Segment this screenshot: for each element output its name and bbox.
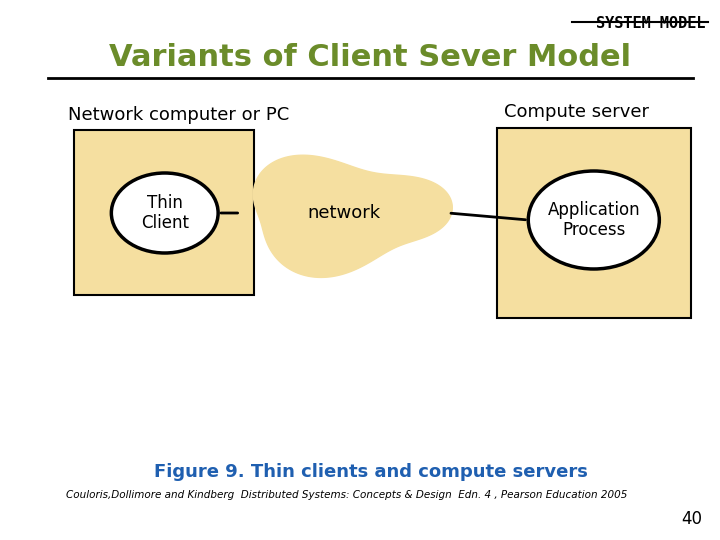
Text: network: network: [307, 204, 381, 222]
Text: Couloris,Dollimore and Kindberg  Distributed Systems: Concepts & Design  Edn. 4 : Couloris,Dollimore and Kindberg Distribu…: [66, 490, 627, 500]
Ellipse shape: [112, 173, 218, 253]
Text: SYSTEM MODEL: SYSTEM MODEL: [596, 16, 706, 31]
FancyBboxPatch shape: [497, 128, 691, 318]
Text: Figure 9. Thin clients and compute servers: Figure 9. Thin clients and compute serve…: [153, 463, 588, 481]
Polygon shape: [253, 155, 452, 278]
Ellipse shape: [528, 171, 660, 269]
Text: Application
Process: Application Process: [547, 200, 640, 239]
Text: Variants of Client Sever Model: Variants of Client Sever Model: [109, 44, 631, 72]
Text: Thin
Client: Thin Client: [140, 194, 189, 232]
Text: Network computer or PC: Network computer or PC: [68, 106, 289, 124]
FancyBboxPatch shape: [74, 130, 254, 295]
Text: 40: 40: [682, 510, 703, 528]
Text: Compute server: Compute server: [505, 103, 649, 121]
